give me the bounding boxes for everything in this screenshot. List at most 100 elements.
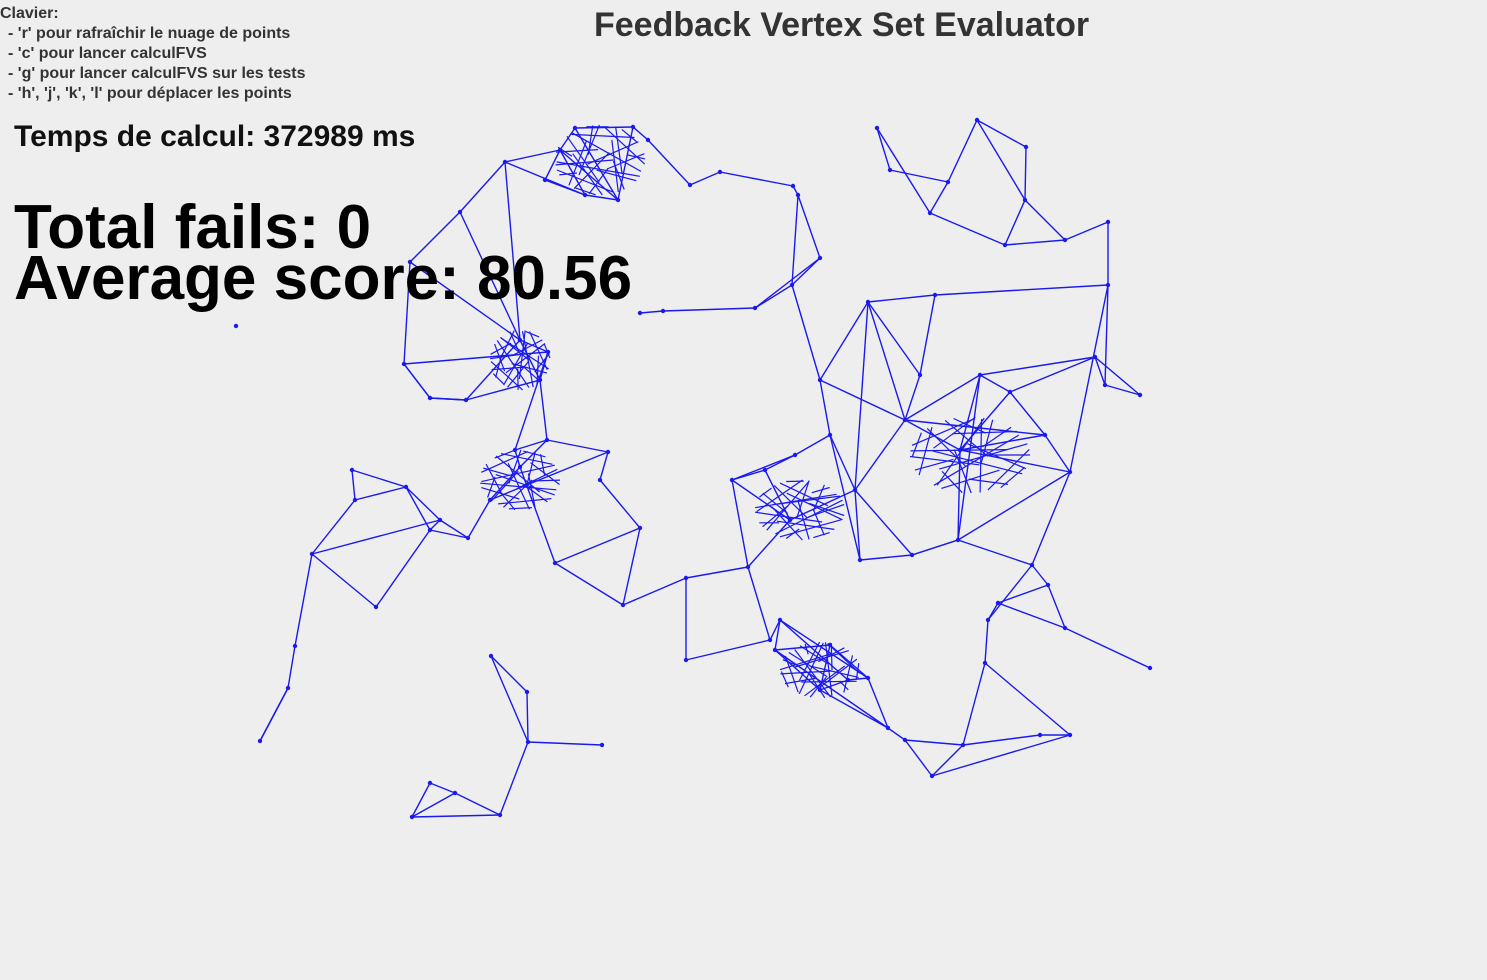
graph-edge [932,450,1023,475]
graph-edge [731,454,796,481]
graph-node [373,604,379,610]
graph-edge [495,474,555,496]
graph-node [292,643,298,649]
graph-node [777,617,783,623]
graph-edge [490,470,519,502]
graph-node [537,377,543,383]
graph-edge [1104,284,1109,386]
graph-edge [976,119,1026,201]
graph-edge [962,734,1041,746]
graph-edge [481,487,520,500]
graph-edge [573,152,610,190]
graph-edge [481,451,528,473]
graph-edge [798,642,824,695]
graph-edge [259,687,289,742]
graph-edge [818,647,845,663]
graph-node [927,210,933,216]
graph-node [1147,665,1153,671]
graph-edge [1024,199,1066,241]
graph-edge [409,261,521,341]
graph-node [985,617,991,623]
graph-edge [662,307,756,312]
graph-edge [829,644,869,679]
graph-node [403,484,409,490]
graph-edge [467,499,491,539]
keyboard-help-line: - 'g' pour lancer calculFVS sur les test… [8,65,306,82]
graph-edge [754,257,821,309]
graph-edge [980,419,994,465]
graph-edge [769,619,781,641]
graph-edge [987,564,1033,621]
graph-edge [799,645,829,665]
graph-node [597,477,603,483]
graph-edge [559,149,619,201]
graph-edge [926,427,966,467]
graph-node [645,137,651,143]
graph-edge [939,443,1028,470]
graph-edge [534,353,550,373]
graph-edge [411,792,456,818]
graph-edge [1064,221,1109,241]
graph-node [452,790,458,796]
graph-edge [490,655,528,693]
graph-edge [779,619,869,679]
graph-node [427,527,433,533]
graph-edge [572,153,603,196]
graph-edge [439,519,469,539]
graph-edge [791,257,821,286]
graph-edge [854,489,861,561]
graph-edge [819,301,869,381]
graph-node [945,179,951,185]
graph-edge [929,181,949,214]
graph-edge [929,212,1006,246]
graph-edge [351,469,356,501]
graph-node [1042,432,1048,438]
graph-edge [876,127,891,171]
graph-edge [779,482,829,507]
graph-edge [933,434,1020,486]
graph-node [687,182,693,188]
graph-edge [574,127,619,201]
graph-edge [794,649,832,698]
graph-edge [827,643,861,674]
graph-edge [574,126,634,129]
graph-edge [819,379,831,436]
graph-edge [498,498,552,505]
graph-edge [997,584,1049,604]
graph-edge [747,519,791,568]
graph-edge [489,352,527,360]
graph-edge [528,331,548,371]
graph-node [960,742,966,748]
graph-edge [1094,356,1141,396]
keyboard-help-line: - 'r' pour rafraîchir le nuage de points [8,25,291,42]
graph-edge [889,169,949,183]
graph-edge [294,553,313,647]
graph-edge [519,466,556,564]
graph-edge [354,486,407,501]
graph-edge [811,486,830,494]
graph-edge [1044,434,1071,473]
graph-edge [755,493,837,509]
graph-edge [546,439,609,453]
graph-edge [1000,466,1025,489]
graph-edge [622,527,641,606]
keyboard-help-line: - 'c' pour lancer calculFVS [8,45,207,62]
graph-edge [584,194,619,201]
graph-edge [959,434,1046,451]
graph-edge [1004,199,1026,246]
graph-edge [405,486,431,531]
graph-edge [566,135,600,183]
graph-edge [500,330,515,358]
graph-node [795,192,801,198]
graph-edge [527,473,536,508]
graph-node [1022,197,1028,203]
graph-edge [504,161,521,341]
graph-edge [796,480,810,519]
graph-edge [539,379,548,441]
graph-edge [779,653,831,671]
graph-edge [311,553,377,608]
graph-edge [599,479,641,529]
graph-edge [403,363,431,399]
graph-node [957,447,963,453]
